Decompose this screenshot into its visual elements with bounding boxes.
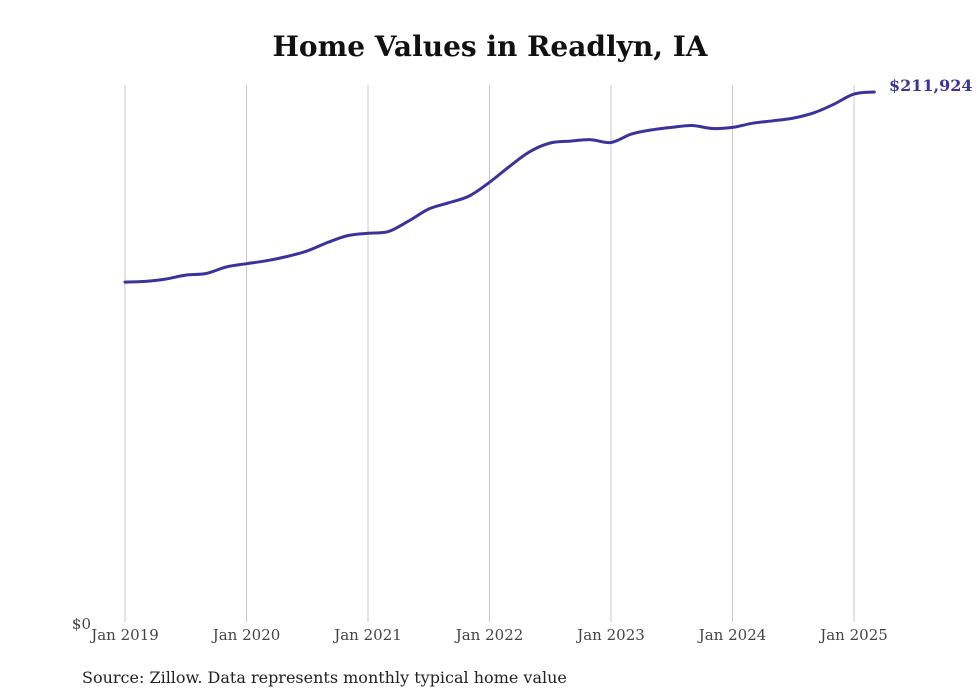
- series-line: [123, 90, 876, 284]
- chart-title: Home Values in Readlyn, IA: [272, 30, 708, 63]
- gridlines: [124, 85, 855, 622]
- x-tick-label: Jan 2022: [454, 626, 524, 644]
- x-tick-label: Jan 2021: [332, 626, 402, 644]
- last-value-label: $211,924: [889, 76, 973, 95]
- x-tick-label: Jan 2020: [211, 626, 281, 644]
- x-tick-labels: Jan 2019 Jan 2020 Jan 2021 Jan 2022 Jan 2023…: [89, 626, 888, 644]
- x-tick-label: Jan 2025: [818, 626, 888, 644]
- x-tick-label: Jan 2024: [697, 626, 767, 644]
- source-note: Source: Zillow. Data represents monthly …: [82, 668, 567, 687]
- x-tick-label: Jan 2023: [575, 626, 645, 644]
- y-zero-label: $0: [72, 615, 91, 633]
- x-tick-label: Jan 2019: [89, 626, 159, 644]
- line-chart: Jan 2019 Jan 2020 Jan 2021 Jan 2022 Jan 2023…: [72, 76, 973, 644]
